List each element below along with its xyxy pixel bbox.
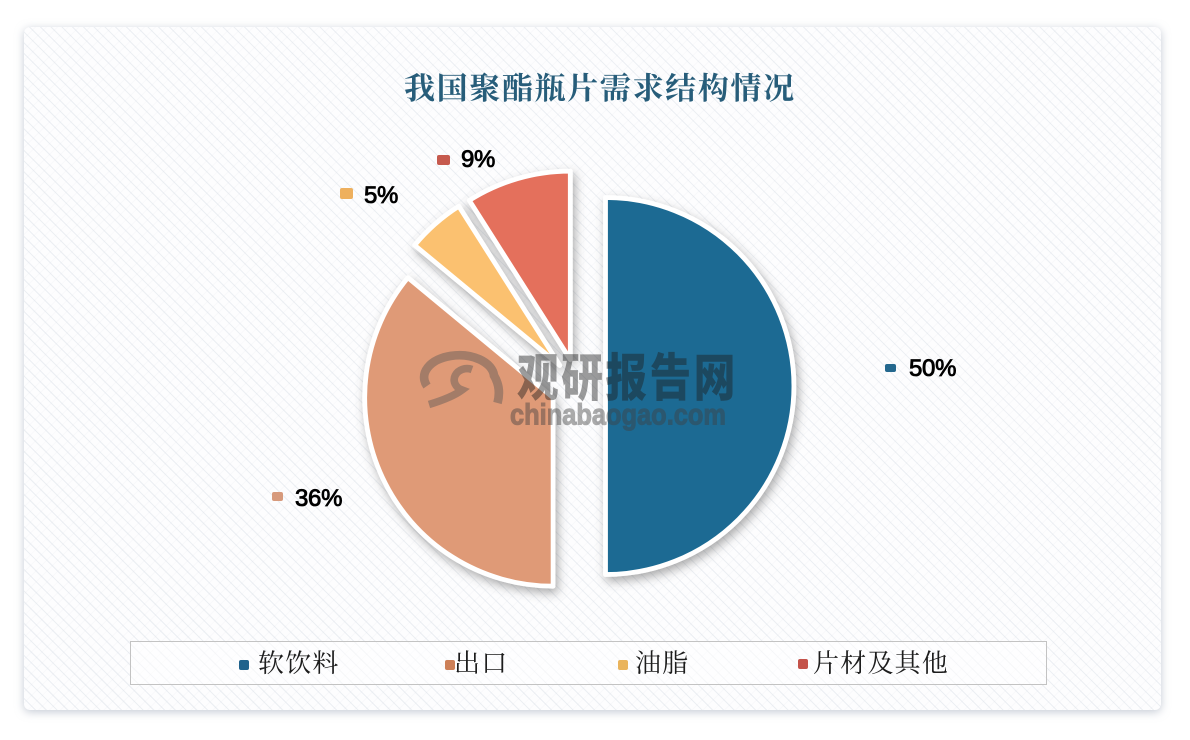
svg-text:chinabaogao.com: chinabaogao.com <box>510 399 726 432</box>
